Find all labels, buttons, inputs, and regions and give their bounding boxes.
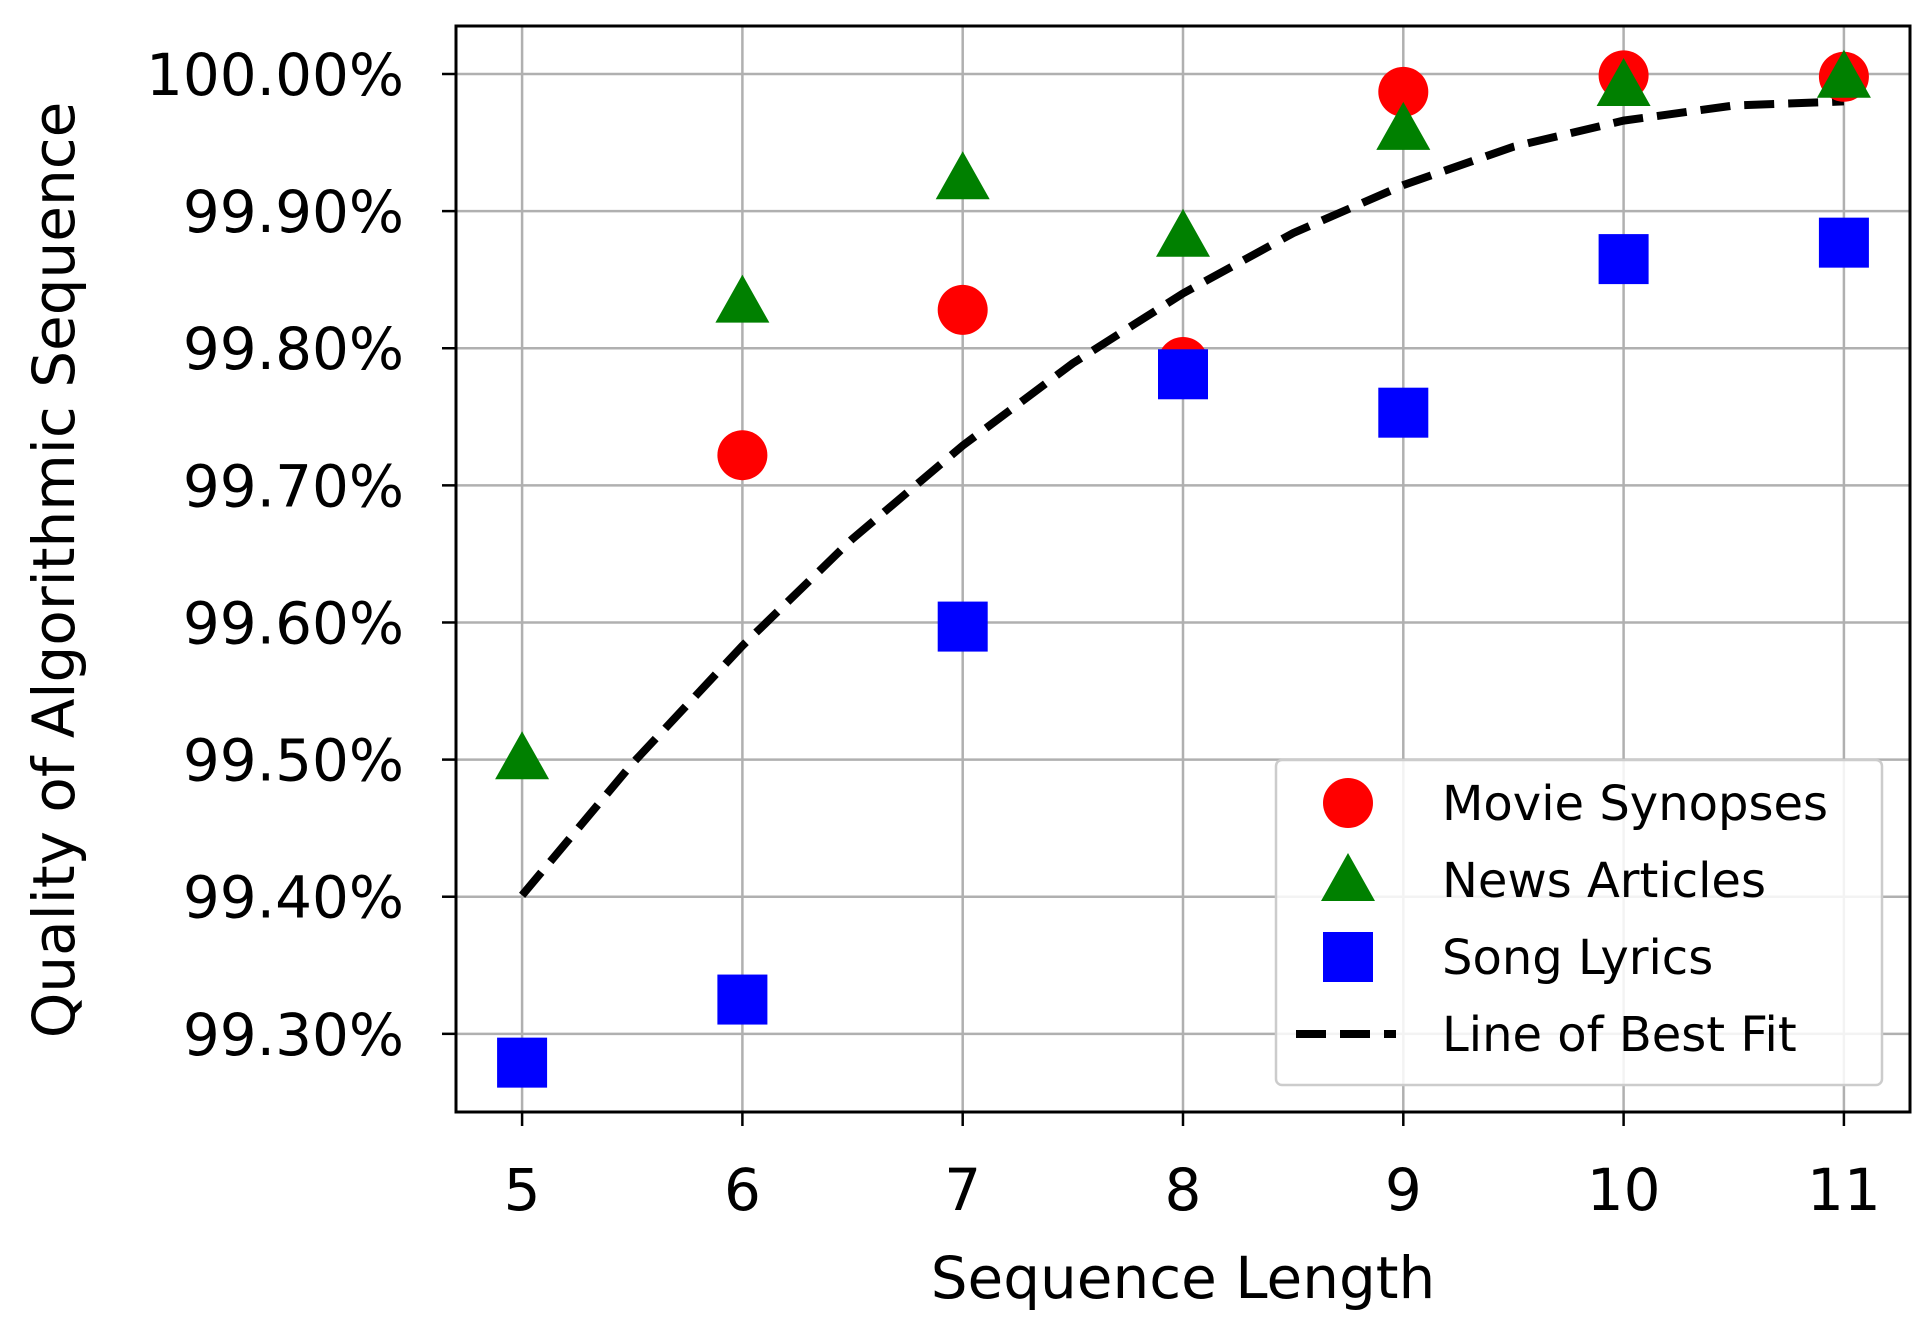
y-tick-label: 99.70% [183,452,404,520]
y-tick-label: 99.90% [183,178,404,246]
legend-label-news-articles: News Articles [1442,853,1766,909]
song-lyrics-point [937,601,988,652]
x-axis-label: Sequence Length [931,1244,1436,1312]
song-lyrics-point [1158,349,1208,400]
fit-line-layer [519,97,1845,898]
x-tick-label: 7 [944,1156,981,1224]
legend-label-song-lyrics: Song Lyrics [1442,930,1713,986]
song-lyrics-point [717,974,768,1025]
y-tick-label: 100.00% [146,41,404,109]
x-tick-label: 6 [724,1156,761,1224]
legend-label-line-of-best-fit: Line of Best Fit [1442,1007,1797,1063]
news-articles-point [1156,208,1210,257]
x-tick-label: 11 [1807,1156,1881,1224]
song-lyrics-point [1818,217,1869,268]
news-articles-point [1376,101,1431,150]
legend-box [1274,758,1884,1087]
song-lyrics-point [1598,234,1649,285]
axis-ticks: 5 6 7 8 9 10 11 99.30% 99.40% 99.50% 99.60% 99.70% 9… [146,41,1881,1224]
x-tick-label: 5 [504,1156,541,1224]
y-tick-label: 99.30% [183,1001,404,1069]
x-tick-label: 9 [1385,1156,1422,1224]
news-articles-point [935,151,990,200]
movie-synopses-point [937,284,988,335]
legend-swatch-news-articles [1321,853,1375,901]
y-axis-label: Quality of Algorithmic Sequence [20,102,88,1039]
news-articles-point [715,274,770,323]
movie-synopses-point [1378,66,1429,117]
y-tick-label: 99.40% [183,864,404,932]
movie-synopses-point [717,430,768,481]
x-tick-label: 8 [1165,1156,1202,1224]
data-marks [495,49,1871,1088]
legend: Movie Synopses News Articles Song Lyrics Li… [1274,758,1884,1087]
y-tick-label: 99.80% [183,315,404,383]
song-lyrics-point [497,1037,548,1088]
legend-swatch-movie-synopses [1323,778,1373,828]
x-tick-label: 10 [1587,1156,1661,1224]
news-articles-point [495,731,550,780]
y-tick-label: 99.60% [183,589,404,657]
y-tick-label: 99.50% [183,727,404,795]
news-articles-point [1816,49,1871,98]
line-of-best-fit [519,97,1845,898]
song-lyrics-point [1378,387,1429,438]
news-articles-point [1596,57,1651,106]
legend-label-movie-synopses: Movie Synopses [1442,776,1828,832]
legend-swatch-song-lyrics [1323,932,1373,982]
